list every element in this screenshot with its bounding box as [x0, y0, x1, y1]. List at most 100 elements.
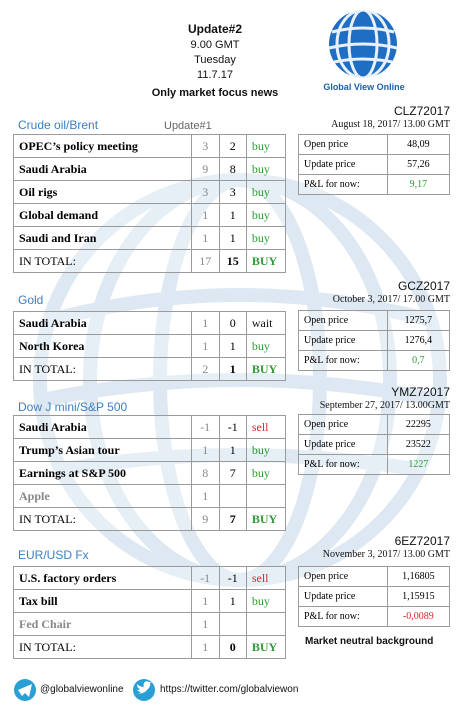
factor-row: Fed Chair 1 — [13, 612, 287, 636]
price-label: Open price — [298, 566, 388, 587]
current-score: 1 — [218, 203, 247, 227]
prices-table: Open price 1275,7 Update price 1276,4 P&L fo… — [298, 310, 451, 371]
price-row: P&L for now: -0,0089 — [298, 606, 451, 627]
factor-name: U.S. factory orders — [13, 566, 192, 590]
twitter-icon — [133, 679, 155, 701]
price-value: 1276,4 — [386, 330, 451, 351]
prices-table: Open price 48,09 Update price 57,26 P&L for … — [298, 134, 451, 195]
factor-name: Oil rigs — [13, 180, 192, 204]
section-title: EUR/USD Fx — [18, 548, 89, 562]
contract-code: 6EZ72017 — [394, 534, 450, 548]
factor-name: Saudi Arabia — [13, 311, 192, 335]
price-row: Open price 22295 — [298, 414, 451, 435]
price-value: 9,17 — [386, 174, 451, 195]
current-score: 3 — [218, 180, 247, 204]
previous-score: 2 — [190, 357, 220, 381]
price-value: 0,7 — [386, 350, 451, 371]
previous-score: 1 — [190, 635, 220, 659]
previous-score: 1 — [190, 311, 220, 335]
telegram-icon — [14, 679, 36, 701]
factor-row: IN TOTAL: 9 7 BUY — [13, 507, 287, 531]
contract-date: November 3, 2017/ 13.00 GMT — [322, 549, 450, 560]
update-label: Update#1 — [164, 120, 212, 132]
header-time: 9.00 GMT — [190, 39, 240, 51]
factor-row: OPEC’s policy meeting 3 2 buy — [13, 134, 287, 158]
signal: buy — [245, 226, 287, 250]
factor-name: Fed Chair — [13, 612, 192, 636]
current-score: 0 — [218, 635, 247, 659]
current-score — [218, 484, 247, 508]
price-value: 48,09 — [386, 134, 451, 155]
factor-name: Global demand — [13, 203, 192, 227]
current-score: 1 — [218, 334, 247, 358]
price-row: P&L for now: 9,17 — [298, 174, 451, 195]
price-label: Open price — [298, 134, 388, 155]
factor-name: Saudi Arabia — [13, 157, 192, 181]
signal: buy — [245, 334, 287, 358]
factor-name: IN TOTAL: — [13, 357, 192, 381]
price-label: P&L for now: — [298, 350, 388, 371]
factor-row: Tax bill 1 1 buy — [13, 589, 287, 613]
signal — [245, 484, 287, 508]
current-score — [218, 612, 247, 636]
price-value: 23522 — [386, 434, 451, 455]
contract-code: YMZ72017 — [391, 385, 450, 399]
previous-score: -1 — [190, 566, 220, 590]
current-score: 15 — [218, 249, 247, 273]
previous-score: 1 — [190, 203, 220, 227]
factor-row: IN TOTAL: 17 15 BUY — [13, 249, 287, 273]
previous-score: 3 — [190, 134, 220, 158]
factor-row: Saudi Arabia 9 8 buy — [13, 157, 287, 181]
factor-name: IN TOTAL: — [13, 507, 192, 531]
factor-row: Trump’s Asian tour 1 1 buy — [13, 438, 287, 462]
factor-name: Saudi and Iran — [13, 226, 192, 250]
factor-name: Earnings at S&P 500 — [13, 461, 192, 485]
price-row: P&L for now: 1227 — [298, 454, 451, 475]
current-score: 7 — [218, 461, 247, 485]
telegram-handle: @globalviewonline — [40, 684, 124, 695]
section-note: Market neutral background — [305, 636, 434, 647]
signal: BUY — [245, 507, 287, 531]
price-row: P&L for now: 0,7 — [298, 350, 451, 371]
header-title: Update#2 — [187, 22, 243, 36]
previous-score: 1 — [190, 226, 220, 250]
header-day: Tuesday — [194, 54, 236, 66]
section-title: Dow J mini/S&P 500 — [18, 400, 128, 414]
previous-score: 1 — [190, 612, 220, 636]
signal: buy — [245, 180, 287, 204]
signal: buy — [245, 589, 287, 613]
factor-name: Apple — [13, 484, 192, 508]
price-label: Update price — [298, 330, 388, 351]
price-row: Update price 23522 — [298, 434, 451, 455]
factor-row: IN TOTAL: 1 0 BUY — [13, 635, 287, 659]
previous-score: 8 — [190, 461, 220, 485]
factor-row: Saudi and Iran 1 1 buy — [13, 226, 287, 250]
contract-code: GCZ2017 — [397, 279, 450, 293]
price-label: Open price — [298, 414, 388, 435]
previous-score: 1 — [190, 484, 220, 508]
price-value: 1227 — [386, 454, 451, 475]
previous-score: 1 — [190, 334, 220, 358]
factor-row: IN TOTAL: 2 1 BUY — [13, 357, 287, 381]
factor-row: North Korea 1 1 buy — [13, 334, 287, 358]
current-score: 8 — [218, 157, 247, 181]
contract-date: October 3, 2017/ 17.00 GMT — [332, 294, 450, 305]
price-row: Open price 48,09 — [298, 134, 451, 155]
factors-table: Saudi Arabia -1 -1 sell Trump’s Asian tour 1 1… — [13, 415, 287, 531]
contract-code: CLZ72017 — [393, 104, 450, 118]
logo-text: Global View Online — [323, 82, 405, 92]
price-label: P&L for now: — [298, 606, 388, 627]
factor-name: OPEC’s policy meeting — [13, 134, 192, 158]
price-label: Update price — [298, 154, 388, 175]
price-value: 22295 — [386, 414, 451, 435]
signal: wait — [245, 311, 287, 335]
signal: buy — [245, 157, 287, 181]
contract-date: August 18, 2017/ 13.00 GMT — [331, 119, 450, 130]
prices-table: Open price 22295 Update price 23522 P&L for … — [298, 414, 451, 475]
factor-row: U.S. factory orders -1 -1 sell — [13, 566, 287, 590]
factors-table: Saudi Arabia 1 0 wait North Korea 1 1 buy IN TOT… — [13, 311, 287, 381]
price-label: P&L for now: — [298, 454, 388, 475]
price-label: P&L for now: — [298, 174, 388, 195]
previous-score: -1 — [190, 415, 220, 439]
